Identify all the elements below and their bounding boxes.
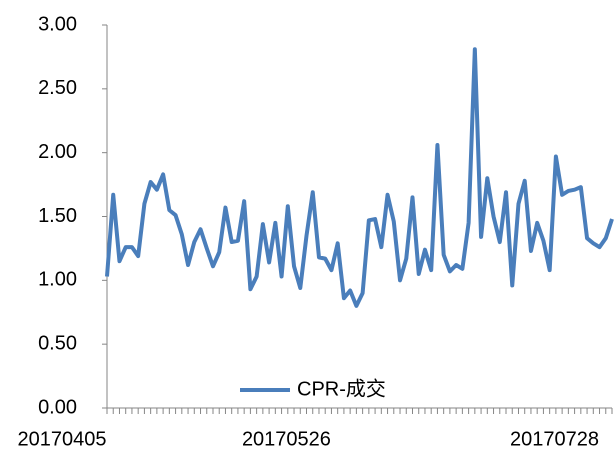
y-tick-label: 1.00: [38, 269, 77, 291]
x-tick-label: 20170405: [18, 428, 107, 450]
y-tick-label: 2.50: [38, 77, 77, 99]
data-line: [105, 47, 614, 308]
y-tick-label: 0.50: [38, 332, 77, 354]
y-tick-label: 2.00: [38, 141, 77, 163]
legend-label: CPR-成交: [297, 377, 386, 400]
x-tick-label: 20170526: [242, 428, 331, 450]
y-tick-label: 3.00: [38, 13, 77, 35]
y-tick-label: 1.50: [38, 205, 77, 227]
y-tick-label: 0.00: [38, 396, 77, 418]
x-tick-label: 20170728: [510, 428, 599, 450]
